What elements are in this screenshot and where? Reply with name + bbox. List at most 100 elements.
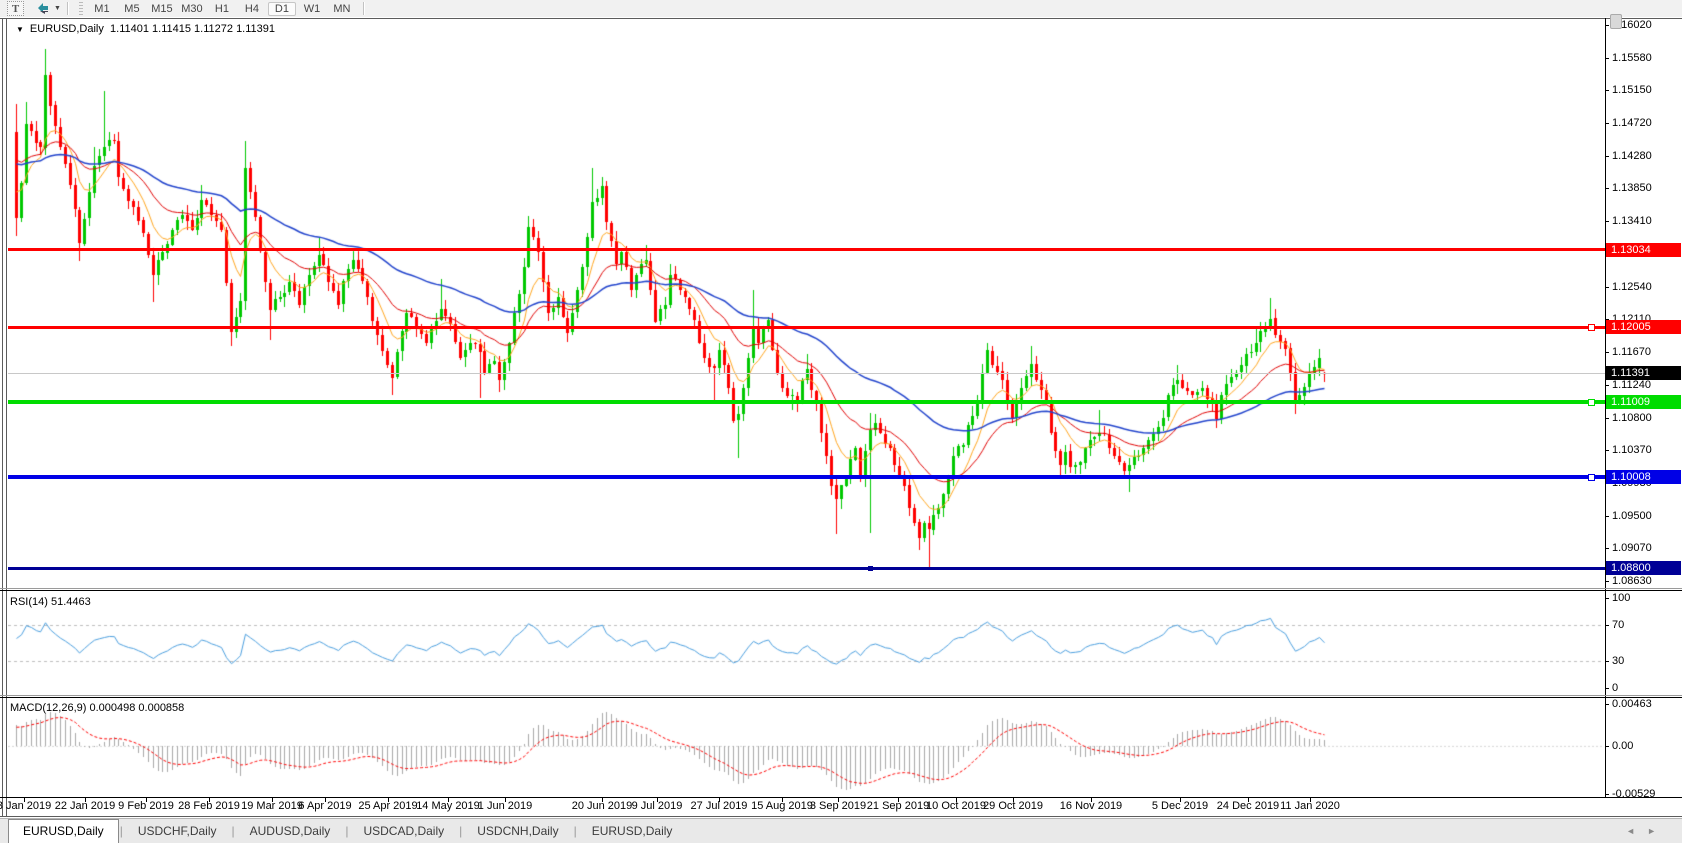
toolbar-separator: [362, 2, 365, 15]
macd-axis-tick-label: 0.00463: [1612, 698, 1652, 711]
chart-tabs: EURUSD,Daily | USDCHF,Daily | AUDUSD,Daily | U…: [0, 819, 686, 843]
toolbar-grip[interactable]: [78, 2, 83, 15]
price-axis-tick-label: 1.14280: [1612, 149, 1652, 162]
chart-tab-EURUSD-Daily[interactable]: EURUSD,Daily: [591, 823, 673, 838]
date-axis-separator: [0, 797, 1682, 798]
chart-scrollbar[interactable]: [1610, 14, 1622, 29]
date-axis-label: 25 Apr 2019: [358, 800, 418, 812]
date-axis-tick: [782, 798, 783, 802]
chart-tab-USDCHF-Daily[interactable]: USDCHF,Daily: [137, 823, 217, 838]
dropdown-caret-icon[interactable]: ▼: [54, 5, 61, 12]
panel-separator[interactable]: [0, 588, 1682, 589]
main-price-chart-canvas[interactable]: [8, 19, 1603, 587]
date-axis-tick: [1180, 798, 1181, 802]
panel-separator[interactable]: [0, 590, 1682, 591]
timeframe-button-D1[interactable]: D1: [267, 1, 296, 16]
price-axis-tick: [1605, 450, 1609, 452]
date-axis-tick: [146, 798, 147, 802]
timeframe-button-M1[interactable]: M1: [94, 2, 110, 15]
arrange-arrows-button[interactable]: ▼: [36, 2, 61, 15]
price-axis-tick-label: 1.13410: [1612, 215, 1652, 228]
tab-divider: |: [573, 824, 577, 838]
date-axis-label: 1 Jun 2019: [477, 800, 533, 812]
date-axis-label: 10 Oct 2019: [926, 800, 986, 812]
panel-separator[interactable]: [0, 695, 1682, 696]
date-axis-label: 9 Jul 2019: [631, 800, 683, 812]
macd-label: MACD(12,26,9) 0.000498 0.000858: [10, 702, 185, 714]
line-mid-handle[interactable]: [868, 566, 873, 571]
horizontal-line-1.13034[interactable]: [8, 248, 1605, 251]
tab-scroll-right-icon[interactable]: ►: [1647, 826, 1668, 836]
collapse-triangle-icon[interactable]: ▼: [16, 25, 24, 34]
date-axis-label: 6 Apr 2019: [298, 800, 352, 812]
rsi-axis-tick: [1605, 598, 1609, 599]
date-axis-label: 5 Dec 2019: [1151, 800, 1209, 812]
macd-axis-tick-label: -0.00529: [1612, 787, 1656, 800]
timeframe-button-H4[interactable]: H4: [244, 2, 259, 15]
date-axis-label: 19 Mar 2019: [241, 800, 303, 812]
chart-tab-USDCAD-Daily[interactable]: USDCAD,Daily: [363, 823, 445, 838]
date-axis-label: 3 Jan 2019: [0, 800, 52, 812]
rsi-axis-tick-label: 70: [1612, 619, 1625, 631]
date-axis-tick: [602, 798, 603, 802]
price-axis-tick-label: 1.11240: [1612, 378, 1651, 391]
chart-title[interactable]: ▼ EURUSD,Daily 1.11401 1.11415 1.11272 1.…: [16, 23, 275, 35]
rsi-axis-tick-label: 100: [1612, 592, 1631, 604]
date-axis-tick: [388, 798, 389, 802]
date-axis-label: 24 Dec 2019: [1216, 800, 1280, 812]
rsi-axis-tick: [1605, 661, 1609, 662]
line-drag-handle[interactable]: [1588, 324, 1595, 331]
timeframe-button-M15[interactable]: M15: [151, 2, 173, 15]
tab-divider: |: [231, 824, 235, 838]
price-line-label: 1.08800: [1606, 561, 1681, 575]
price-axis-tick: [1605, 319, 1609, 321]
date-axis-label: 3 Sep 2019: [809, 800, 867, 812]
horizontal-line-1.11009[interactable]: [8, 400, 1605, 404]
current-price-label: 1.11391: [1606, 366, 1681, 380]
date-axis-tick: [657, 798, 658, 802]
timeframe-button-MN[interactable]: MN: [333, 2, 351, 15]
date-axis-tick: [898, 798, 899, 802]
date-axis-label: 9 Feb 2019: [118, 800, 174, 812]
text-tool-button[interactable]: T: [7, 1, 24, 16]
open-value: 1.11401: [110, 23, 149, 35]
chart-tab-AUDUSD-Daily[interactable]: AUDUSD,Daily: [249, 823, 331, 838]
window-left-border-inner: [6, 18, 7, 816]
price-axis-tick: [1605, 286, 1609, 288]
date-axis-label: 27 Jul 2019: [690, 800, 748, 812]
timeframe-button-M30[interactable]: M30: [181, 2, 203, 15]
macd-indicator-canvas[interactable]: [8, 699, 1603, 796]
date-axis-label: 16 Nov 2019: [1059, 800, 1123, 812]
timeframe-button-M5[interactable]: M5: [124, 2, 140, 15]
price-axis-tick-label: 1.09500: [1612, 509, 1652, 522]
chart-tab-EURUSD-Daily[interactable]: EURUSD,Daily: [8, 819, 119, 843]
date-axis-tick: [24, 798, 25, 802]
price-axis-tick: [1605, 548, 1609, 550]
date-axis-label: 14 May 2019: [416, 800, 480, 812]
macd-axis-tick: [1605, 793, 1609, 795]
tab-scroll-left-icon[interactable]: ◄: [1626, 826, 1648, 836]
date-axis-tick: [719, 798, 720, 802]
rsi-axis-tick-label: 30: [1612, 655, 1625, 667]
timeframe-button-W1[interactable]: W1: [303, 2, 321, 15]
timeframe-button-H1[interactable]: H1: [214, 2, 229, 15]
horizontal-line-1.12005[interactable]: [8, 326, 1605, 329]
price-axis-tick: [1605, 515, 1609, 517]
horizontal-line-1.10008[interactable]: [8, 475, 1605, 479]
rsi-axis-tick: [1605, 625, 1609, 626]
chart-tab-USDCNH-Daily[interactable]: USDCNH,Daily: [477, 823, 559, 838]
price-axis-tick: [1605, 581, 1609, 583]
timeframe-button-group: M1 M5 M15 M30 H1 H4 D1 W1 MN: [87, 1, 357, 16]
macd-axis-tick-label: 0.00: [1612, 739, 1634, 752]
rsi-indicator-canvas[interactable]: [8, 592, 1603, 695]
horizontal-line-1.08800[interactable]: [8, 567, 1605, 570]
date-axis-tick: [209, 798, 210, 802]
chart-tab-bar: EURUSD,Daily | USDCHF,Daily | AUDUSD,Daily | U…: [0, 818, 1682, 843]
date-axis-tick: [1310, 798, 1311, 802]
line-drag-handle[interactable]: [1588, 399, 1595, 406]
line-drag-handle[interactable]: [1588, 474, 1595, 481]
tab-divider: |: [459, 824, 463, 838]
date-axis-tick: [1248, 798, 1249, 802]
panel-separator[interactable]: [0, 697, 1682, 698]
date-axis-tick: [1091, 798, 1092, 802]
